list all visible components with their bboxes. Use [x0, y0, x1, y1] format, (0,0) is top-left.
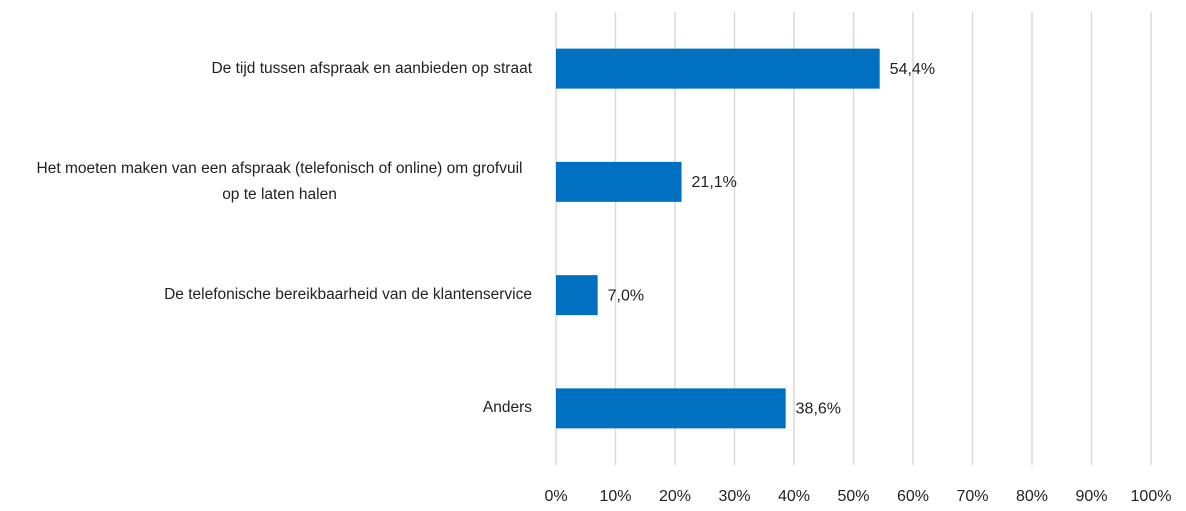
category-label: De tijd tussen afspraak en aanbieden op … — [211, 59, 532, 77]
category-label: Anders — [482, 399, 532, 417]
bar — [556, 161, 682, 202]
value-label: 7,0% — [608, 287, 644, 304]
x-tick-label: 10% — [599, 488, 631, 505]
x-tick-label: 0% — [544, 488, 567, 505]
category-label-box: Het moeten maken van een afspraak (telef… — [27, 152, 532, 212]
category-label: Het moeten maken van een afspraak (telef… — [36, 159, 523, 203]
value-label: 54,4% — [890, 61, 935, 78]
category-label: De telefonische bereikbaarheid van de kl… — [164, 286, 532, 304]
category-label-box: De tijd tussen afspraak en aanbieden op … — [211, 39, 532, 99]
x-tick-label: 30% — [718, 488, 750, 505]
x-tick-label: 70% — [956, 488, 988, 505]
category-label-box: Anders — [483, 378, 532, 438]
category-label-box: De telefonische bereikbaarheid van de kl… — [164, 265, 532, 325]
x-tick-label: 50% — [837, 488, 869, 505]
x-tick-label: 80% — [1016, 488, 1048, 505]
value-label: 21,1% — [692, 174, 737, 191]
bar — [556, 388, 786, 429]
x-tick-label: 100% — [1131, 488, 1172, 505]
bar — [556, 48, 880, 89]
x-tick-label: 60% — [897, 488, 929, 505]
bar — [556, 275, 598, 316]
value-label: 38,6% — [796, 401, 841, 418]
x-tick-label: 90% — [1075, 488, 1107, 505]
x-tick-label: 20% — [659, 488, 691, 505]
x-tick-label: 40% — [778, 488, 810, 505]
